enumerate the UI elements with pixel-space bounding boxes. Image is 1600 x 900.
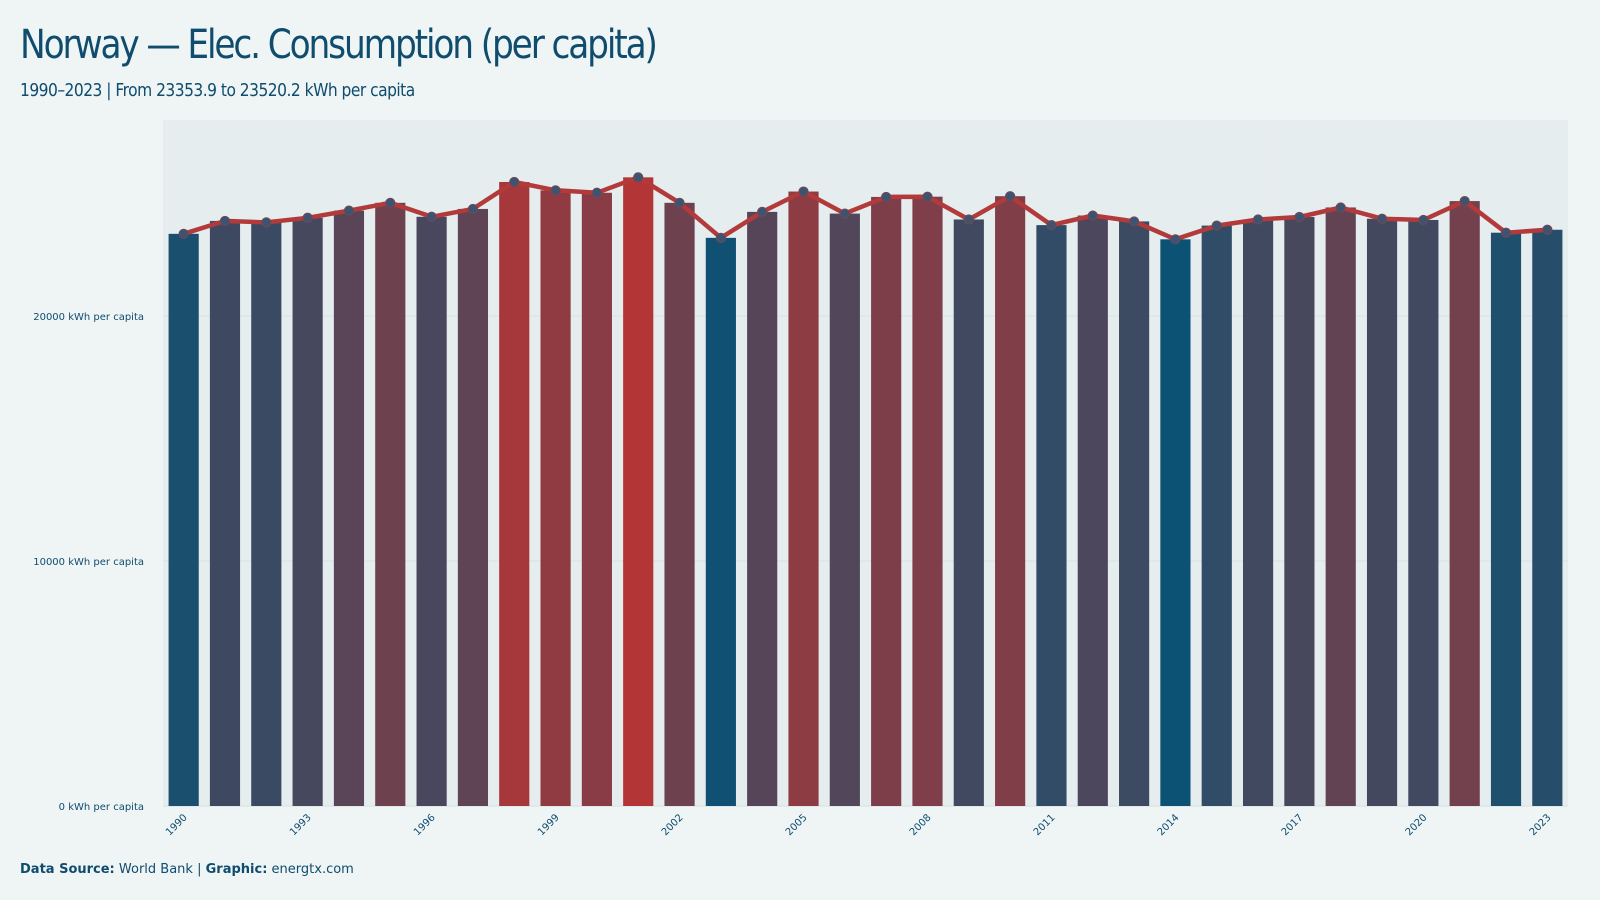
- source-value: World Bank: [118, 862, 193, 877]
- bar: [581, 192, 612, 806]
- data-point: [839, 208, 850, 219]
- bar: [871, 196, 902, 806]
- bar: [1366, 218, 1398, 807]
- bar: [209, 220, 241, 806]
- data-point: [343, 205, 355, 216]
- data-point: [302, 212, 313, 223]
- bar: [1077, 215, 1108, 807]
- x-tick-label: 2023: [1528, 812, 1554, 838]
- bar: [829, 213, 860, 807]
- bar: [1201, 225, 1232, 807]
- bar: [705, 237, 736, 807]
- bar: [1325, 207, 1356, 807]
- bar: [292, 217, 323, 806]
- source-label: Data Source:: [20, 862, 115, 877]
- data-point: [1459, 195, 1470, 207]
- x-tick-label: 1996: [412, 812, 438, 838]
- chart-title: Norway — Elec. Consumption (per capita): [20, 22, 658, 68]
- data-point: [219, 215, 231, 227]
- data-point: [591, 187, 602, 198]
- data-point: [922, 191, 933, 202]
- bar: [375, 202, 406, 806]
- chart-subtitle: 1990–2023 | From 23353.9 to 23520.2 kWh …: [20, 80, 415, 101]
- bar: [1284, 217, 1315, 806]
- bar: [788, 191, 819, 807]
- data-point: [1542, 224, 1553, 235]
- data-point: [963, 214, 974, 225]
- data-point: [633, 172, 644, 183]
- data-point: [1294, 211, 1305, 223]
- graphic-value: energtx.com: [271, 862, 354, 877]
- x-tick-label: 2002: [660, 812, 686, 838]
- data-point: [1335, 202, 1346, 213]
- data-point: [757, 206, 768, 217]
- data-point: [467, 203, 479, 215]
- data-point: [674, 197, 685, 208]
- data-point: [509, 176, 520, 188]
- data-point: [1211, 220, 1222, 231]
- y-tick-label: 10000 kWh per capita: [33, 557, 144, 568]
- data-point: [1252, 214, 1264, 225]
- bar: [1242, 219, 1274, 807]
- data-point: [715, 232, 726, 243]
- bar: [623, 177, 654, 806]
- y-tick-label: 0 kWh per capita: [59, 802, 144, 813]
- data-point: [385, 197, 396, 208]
- data-point: [1170, 234, 1181, 245]
- bar: [995, 196, 1026, 806]
- data-point: [1087, 210, 1098, 221]
- graphic-label: Graphic:: [205, 862, 268, 877]
- bar: [1119, 221, 1150, 806]
- x-tick-label: 2017: [1280, 812, 1306, 838]
- data-point: [1418, 214, 1429, 226]
- bar: [499, 181, 530, 807]
- bar: [251, 222, 282, 806]
- bar: [457, 208, 489, 806]
- bar: [333, 210, 365, 806]
- chart-footer: Data Source: World Bank | Graphic: energ…: [20, 862, 354, 877]
- x-tick-label: 1990: [164, 812, 190, 838]
- data-point: [798, 186, 809, 197]
- bar: [1490, 232, 1522, 806]
- bar: [1160, 239, 1191, 806]
- data-point: [1500, 227, 1512, 238]
- bar-layer: [163, 120, 1568, 807]
- data-point: [426, 211, 437, 222]
- series-line: [181, 175, 1550, 242]
- data-point: [1129, 216, 1140, 227]
- bar: [1532, 229, 1563, 806]
- bar: [953, 219, 984, 807]
- y-axis-labels: 0 kWh per capita 10000 kWh per capita 2000…: [33, 312, 144, 813]
- bar: [168, 233, 199, 806]
- data-point: [1005, 191, 1016, 202]
- x-tick-label: 2020: [1404, 812, 1430, 838]
- data-point: [261, 217, 272, 228]
- bar: [912, 196, 943, 806]
- bar: [1036, 225, 1067, 807]
- x-axis-labels: 1990 1993 1996 1999 2002 2005 2008 2011 2014 2017…: [164, 812, 1553, 838]
- bar: [747, 211, 778, 806]
- data-point: [178, 228, 189, 239]
- x-tick-label: 2008: [908, 812, 934, 838]
- x-tick-label: 1999: [536, 812, 562, 838]
- line-layer: [178, 172, 1553, 245]
- footer-separator: |: [197, 862, 202, 877]
- data-point: [1376, 213, 1388, 224]
- data-point: [1046, 220, 1057, 231]
- data-point: [550, 185, 561, 196]
- x-tick-label: 1993: [288, 812, 314, 838]
- data-point: [881, 191, 892, 203]
- y-tick-label: 20000 kWh per capita: [33, 312, 144, 323]
- bar: [416, 216, 447, 806]
- bar: [664, 202, 695, 806]
- x-tick-label: 2005: [784, 812, 810, 838]
- bar: [540, 190, 571, 806]
- bar: [1408, 219, 1439, 806]
- x-tick-label: 2014: [1156, 812, 1182, 838]
- bar: [1449, 201, 1480, 807]
- x-tick-label: 2011: [1032, 812, 1058, 838]
